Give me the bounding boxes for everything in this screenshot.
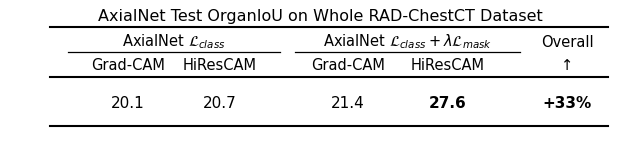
Text: AxialNet Test OrganIoU on Whole RAD-ChestCT Dataset: AxialNet Test OrganIoU on Whole RAD-Ches… — [98, 9, 542, 24]
Text: ↑: ↑ — [561, 57, 573, 72]
Text: HiResCAM: HiResCAM — [411, 57, 485, 72]
Text: 20.1: 20.1 — [111, 95, 145, 110]
Text: 27.6: 27.6 — [429, 95, 467, 110]
Text: HiResCAM: HiResCAM — [183, 57, 257, 72]
Text: AxialNet $\mathcal{L}_{class}$: AxialNet $\mathcal{L}_{class}$ — [122, 33, 226, 51]
Text: 20.7: 20.7 — [203, 95, 237, 110]
Text: Grad-CAM: Grad-CAM — [311, 57, 385, 72]
Text: AxialNet $\mathcal{L}_{class} + \lambda\mathcal{L}_{mask}$: AxialNet $\mathcal{L}_{class} + \lambda\… — [323, 33, 492, 51]
Text: 21.4: 21.4 — [331, 95, 365, 110]
Text: Overall: Overall — [541, 34, 593, 49]
Text: +33%: +33% — [542, 95, 591, 110]
Text: Grad-CAM: Grad-CAM — [91, 57, 165, 72]
